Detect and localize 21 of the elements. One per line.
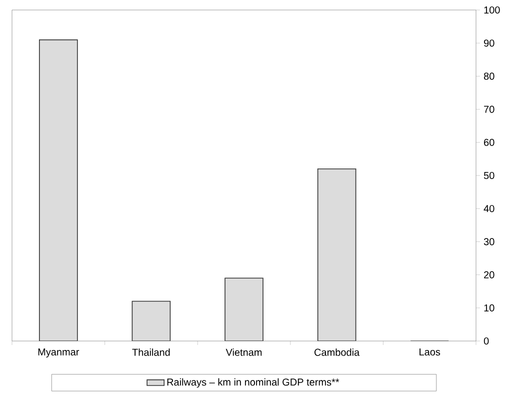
y-tick-label: 40 xyxy=(484,205,494,212)
bar xyxy=(224,278,264,342)
bar xyxy=(39,39,78,342)
y-tick-label: 50 xyxy=(484,172,494,180)
x-tick-label: Myanmar xyxy=(38,348,80,358)
y-tick-label: 10 xyxy=(484,304,494,312)
bar xyxy=(317,168,356,342)
x-tick-label: Laos xyxy=(420,348,440,356)
y-tick-label: 80 xyxy=(484,72,494,80)
legend-label: Railways – km in nominal GDP terms** xyxy=(167,378,340,388)
y-tick-label: 100 xyxy=(484,6,500,14)
x-tick-label: Vietnam xyxy=(226,348,262,356)
y-tick-label: 0 xyxy=(484,337,489,345)
y-tick-label: 20 xyxy=(484,271,494,278)
bar xyxy=(132,300,171,342)
y-tick-label: 60 xyxy=(484,138,494,146)
x-tick-label: Thailand xyxy=(132,348,170,356)
y-tick-label: 90 xyxy=(484,40,494,47)
x-tick-label: Cambodia xyxy=(314,348,360,356)
y-tick-label: 30 xyxy=(484,238,494,246)
y-tick-label: 70 xyxy=(484,106,494,113)
